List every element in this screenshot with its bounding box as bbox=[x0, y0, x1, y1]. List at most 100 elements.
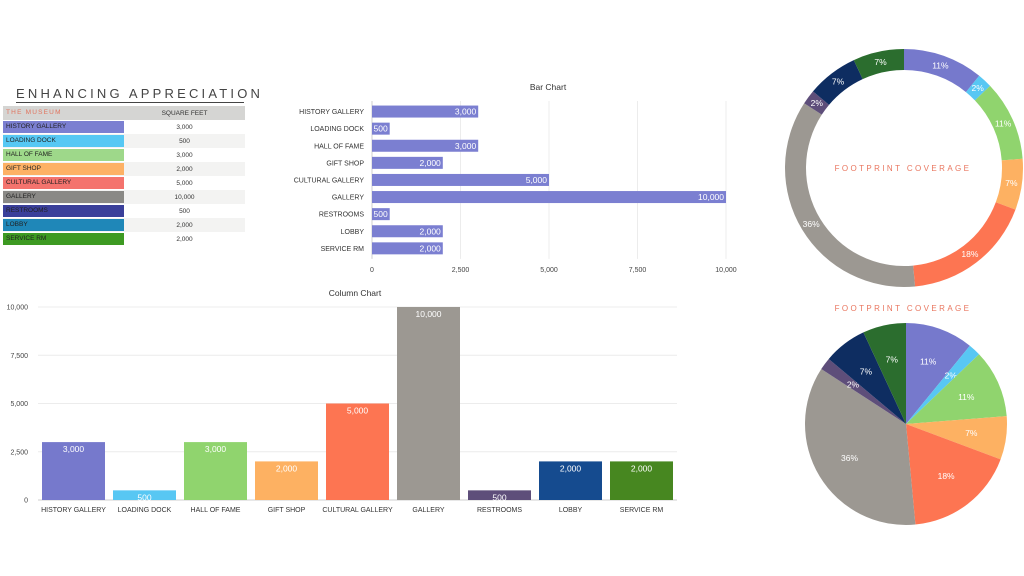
column-category-label: LOBBY bbox=[559, 507, 583, 514]
column-value-label: 2,000 bbox=[276, 463, 298, 473]
row-value: 3,000 bbox=[176, 151, 193, 159]
bar bbox=[372, 156, 443, 169]
donut-slice bbox=[974, 85, 1023, 161]
column bbox=[184, 442, 247, 500]
column-value-label: 2,000 bbox=[560, 463, 582, 473]
pie-slice bbox=[828, 332, 906, 424]
donut-slice-label: 11% bbox=[995, 119, 1012, 129]
column-value-label: 3,000 bbox=[205, 444, 227, 454]
bar-x-tick: 7,500 bbox=[629, 267, 647, 274]
bar-value-label: 5,000 bbox=[526, 175, 548, 185]
donut-slice bbox=[804, 91, 830, 115]
table-row: GALLERY 10,000 bbox=[3, 190, 245, 204]
bar-category-label: HISTORY GALLERY bbox=[299, 109, 364, 116]
column bbox=[397, 307, 460, 500]
column-value-label: 3,000 bbox=[63, 444, 85, 454]
donut-slice bbox=[965, 75, 991, 101]
donut-slice bbox=[853, 49, 904, 80]
pie-slice-label: 11% bbox=[958, 392, 975, 402]
donut-slice-label: 7% bbox=[874, 57, 887, 67]
column-value-label: 500 bbox=[492, 492, 506, 502]
donut-slice-label: 36% bbox=[803, 219, 820, 229]
row-name: SERVICE RM bbox=[3, 233, 124, 245]
table-row: SERVICE RM 2,000 bbox=[3, 232, 245, 246]
column bbox=[539, 461, 602, 500]
donut-chart-title: FOOTPRINT COVERAGE bbox=[834, 164, 972, 173]
table-row: RESTROOMS 500 bbox=[3, 204, 245, 218]
column-y-tick: 5,000 bbox=[10, 401, 28, 408]
pie-slice-label: 18% bbox=[938, 471, 955, 481]
bar-category-label: CULTURAL GALLERY bbox=[294, 177, 365, 184]
column-category-label: GIFT SHOP bbox=[268, 507, 306, 514]
bar bbox=[372, 122, 390, 135]
column-y-tick: 0 bbox=[24, 498, 28, 505]
column-value-label: 500 bbox=[137, 492, 151, 502]
table-row: HALL OF FAME 3,000 bbox=[3, 148, 245, 162]
row-name: GIFT SHOP bbox=[3, 163, 124, 175]
bar bbox=[372, 208, 390, 221]
bar-chart-title: Bar Chart bbox=[529, 82, 567, 92]
row-value: 2,000 bbox=[176, 235, 193, 243]
column bbox=[255, 461, 318, 500]
donut-slice bbox=[812, 60, 863, 105]
donut-slice bbox=[904, 49, 980, 93]
column bbox=[610, 461, 673, 500]
column bbox=[42, 442, 105, 500]
row-name: LOADING DOCK bbox=[3, 135, 124, 147]
row-name: RESTROOMS bbox=[3, 205, 124, 217]
pie-slice bbox=[906, 416, 1007, 460]
donut-slice bbox=[913, 202, 1016, 287]
bar-category-label: GIFT SHOP bbox=[326, 160, 364, 167]
table-body: HISTORY GALLERY 3,000 LOADING DOCK 500 HALL … bbox=[3, 120, 245, 246]
donut-slice-label: 7% bbox=[1005, 178, 1018, 188]
row-value: 2,000 bbox=[176, 165, 193, 173]
column-category-label: CULTURAL GALLERY bbox=[322, 507, 393, 514]
donut-slice-label: 18% bbox=[961, 249, 978, 259]
pie-slice-label: 11% bbox=[920, 357, 937, 367]
bar bbox=[372, 105, 479, 118]
row-value: 10,000 bbox=[174, 193, 195, 201]
bar bbox=[372, 173, 549, 186]
column-value-label: 5,000 bbox=[347, 406, 369, 416]
donut-slice-label: 11% bbox=[932, 61, 949, 71]
row-value: 3,000 bbox=[176, 123, 193, 131]
bar bbox=[372, 191, 726, 204]
donut-chart: 11% 2% 11% 7% 18% 36% 2% 7% 7% bbox=[785, 49, 1023, 287]
table-row: HISTORY GALLERY 3,000 bbox=[3, 120, 245, 134]
table-row: LOADING DOCK 500 bbox=[3, 134, 245, 148]
title-underline bbox=[16, 102, 244, 103]
table-header: THE MUSEUM SQUARE FEET bbox=[3, 106, 245, 120]
column bbox=[468, 490, 531, 500]
pie-slice bbox=[906, 323, 970, 424]
bar-value-label: 500 bbox=[374, 209, 388, 219]
column-category-label: LOADING DOCK bbox=[118, 507, 172, 514]
column-y-tick: 2,500 bbox=[10, 449, 28, 456]
column bbox=[326, 403, 389, 500]
pie-slice bbox=[906, 424, 1001, 525]
donut-slice bbox=[785, 103, 916, 287]
column-chart-title: Column Chart bbox=[328, 288, 382, 298]
table-row: GIFT SHOP 2,000 bbox=[3, 162, 245, 176]
row-value: 500 bbox=[179, 207, 190, 215]
pie-slice-label: 7% bbox=[860, 366, 873, 376]
bar-category-label: RESTROOMS bbox=[319, 212, 364, 219]
bar-value-label: 500 bbox=[374, 124, 388, 134]
bar-category-label: GALLERY bbox=[332, 195, 364, 202]
bar-value-label: 2,000 bbox=[420, 243, 442, 253]
pie-slice bbox=[821, 358, 906, 424]
row-name: LOBBY bbox=[3, 219, 124, 231]
column-category-label: GALLERY bbox=[412, 507, 444, 514]
pie-slice bbox=[805, 369, 916, 525]
row-name: CULTURAL GALLERY bbox=[3, 177, 124, 189]
bar-x-tick: 5,000 bbox=[540, 267, 558, 274]
pie-slice bbox=[906, 354, 1007, 424]
column-value-label: 10,000 bbox=[416, 309, 442, 319]
bar-category-label: HALL OF FAME bbox=[314, 143, 364, 150]
bar-x-tick: 2,500 bbox=[452, 267, 470, 274]
bar-x-tick: 0 bbox=[370, 267, 374, 274]
row-name: GALLERY bbox=[3, 191, 124, 203]
bar bbox=[372, 225, 443, 238]
donut-slice-label: 2% bbox=[811, 98, 824, 108]
pie-chart-title: FOOTPRINT COVERAGE bbox=[834, 304, 972, 313]
bar-category-label: LOADING DOCK bbox=[310, 126, 364, 133]
